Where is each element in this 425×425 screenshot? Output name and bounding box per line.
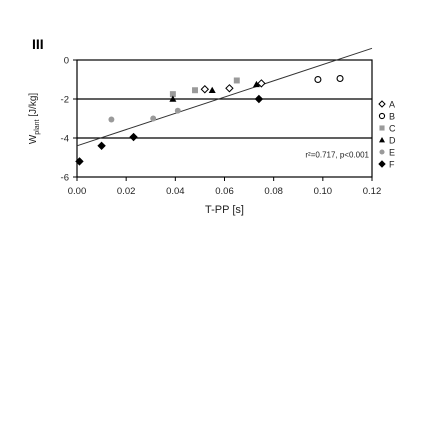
data-point-D xyxy=(208,86,216,94)
x-tick-label: 0.06 xyxy=(215,186,234,197)
legend-label-D: D xyxy=(389,136,396,146)
data-point-C xyxy=(169,91,176,98)
x-tick-label: 0.02 xyxy=(117,186,136,197)
marker-shape xyxy=(174,107,181,114)
legend-marker-F xyxy=(378,160,386,168)
legend-marker-A xyxy=(378,100,386,108)
y-axis-label: Wplant [J/kg] xyxy=(28,93,41,145)
x-tick-label: 0.12 xyxy=(363,186,382,197)
data-point-A xyxy=(225,84,234,93)
legend-label-B: B xyxy=(389,112,395,122)
legend-marker-C xyxy=(379,125,385,131)
marker-shape xyxy=(336,75,344,83)
x-axis-label: T-PP [s] xyxy=(205,204,244,216)
gridlines xyxy=(77,98,372,139)
marker-shape xyxy=(75,157,84,166)
marker-shape xyxy=(378,112,386,120)
marker-shape xyxy=(169,91,176,98)
data-point-C xyxy=(233,77,240,84)
legend-label-C: C xyxy=(389,124,396,134)
marker-shape xyxy=(257,79,266,88)
marker-shape xyxy=(97,141,106,151)
marker-shape xyxy=(379,137,385,143)
data-point-D xyxy=(169,95,177,102)
y-tick-label: -6 xyxy=(61,173,69,184)
legend-marker-D xyxy=(379,137,385,143)
marker-shape xyxy=(208,86,216,94)
regression-line xyxy=(76,47,373,147)
axes: 0.00 0.02 0.04 0.06 0.08 0.10 0.12 0 -2 -4 -6 xyxy=(61,56,382,198)
data-point-E xyxy=(150,115,157,122)
data-point-F xyxy=(75,157,84,166)
data-point-B xyxy=(314,75,322,84)
marker-shape xyxy=(108,116,115,123)
data-point-B xyxy=(336,75,344,83)
marker-shape xyxy=(252,80,260,88)
data-point-E xyxy=(108,116,115,123)
legend-marker-E xyxy=(379,149,385,155)
data-point-F xyxy=(97,141,106,151)
marker-shape xyxy=(254,94,264,104)
x-tick-label: 0.04 xyxy=(166,186,185,197)
x-tick-label: 0.10 xyxy=(314,186,333,197)
y-tick-label: -2 xyxy=(61,95,69,106)
panel-label: III xyxy=(32,36,44,52)
data-point-D xyxy=(252,80,260,88)
legend-label-E: E xyxy=(389,148,395,158)
legend-label-F: F xyxy=(389,160,395,170)
marker-shape xyxy=(150,115,157,122)
marker-shape xyxy=(233,77,240,84)
y-tick-label: -4 xyxy=(61,134,69,145)
marker-shape xyxy=(225,84,234,93)
data-point-E xyxy=(174,107,181,114)
marker-shape xyxy=(379,149,385,155)
data-point-A xyxy=(200,85,210,94)
data-point-A xyxy=(257,79,266,88)
marker-shape xyxy=(169,95,177,102)
y-tick-label: 0 xyxy=(64,56,69,67)
marker-shape xyxy=(379,125,385,131)
stats-annotation: r²=0.717, p<0.001 xyxy=(305,151,369,160)
marker-shape xyxy=(192,87,198,94)
data-point-F xyxy=(254,94,264,104)
legend-marker-B xyxy=(378,112,386,120)
data-point-C xyxy=(192,87,198,94)
marker-shape xyxy=(129,132,138,142)
legend-label-A: A xyxy=(389,100,395,110)
marker-shape xyxy=(314,75,322,84)
x-tick-label: 0.00 xyxy=(68,186,87,197)
marker-shape xyxy=(378,160,386,168)
x-tick-label: 0.08 xyxy=(264,186,283,197)
marker-shape xyxy=(378,100,386,108)
marker-shape xyxy=(200,85,210,94)
data-point-F xyxy=(129,132,138,142)
data-points xyxy=(75,75,344,166)
